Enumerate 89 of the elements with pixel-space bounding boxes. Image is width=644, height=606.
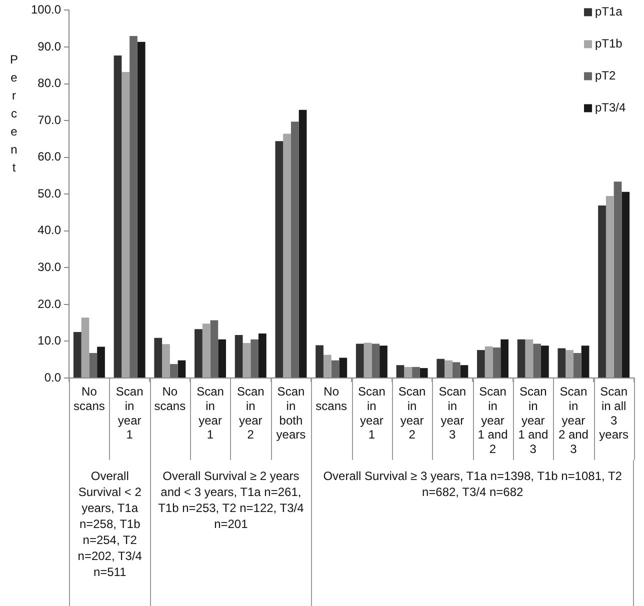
y-tick-label: 90.0 bbox=[38, 39, 62, 54]
bar bbox=[356, 344, 364, 378]
bar bbox=[540, 346, 549, 378]
x-tick-label: Scan in year 1 bbox=[196, 384, 224, 442]
bar bbox=[137, 42, 146, 378]
bar bbox=[154, 338, 162, 378]
bar bbox=[484, 346, 493, 378]
bar bbox=[525, 339, 534, 378]
text: Overall Survival ≥ 2 years and < 3 years, T1a n=261, T1b n=253, T2 n=122, T3/4 n=201 bbox=[150, 460, 312, 606]
y-tick-label: 50.0 bbox=[38, 186, 62, 200]
bar bbox=[452, 362, 460, 378]
y-tick-label: 40.0 bbox=[38, 223, 62, 238]
bar bbox=[396, 365, 404, 378]
bar bbox=[372, 344, 380, 378]
bar bbox=[234, 334, 243, 378]
bar bbox=[606, 196, 614, 378]
bar bbox=[477, 350, 485, 378]
bar bbox=[283, 134, 291, 378]
bar bbox=[202, 324, 210, 378]
x-tick-label: Scan in both years bbox=[276, 384, 306, 442]
bar bbox=[97, 346, 105, 378]
bar bbox=[558, 348, 566, 378]
bar bbox=[412, 366, 420, 378]
bar bbox=[404, 366, 412, 378]
bar bbox=[162, 344, 170, 378]
bar bbox=[89, 352, 98, 378]
y-tick-label: 30.0 bbox=[38, 260, 62, 274]
y-tick-label: 20.0 bbox=[38, 296, 62, 311]
bar bbox=[566, 350, 574, 378]
bar bbox=[275, 141, 284, 378]
bar bbox=[533, 344, 541, 378]
bar bbox=[114, 55, 122, 378]
legend-label: pT1a bbox=[595, 4, 623, 19]
x-tick-label: Scan in year 1 bbox=[116, 384, 144, 442]
bar bbox=[323, 354, 332, 378]
y-tick-label: 70.0 bbox=[38, 112, 62, 127]
x-tick-label: Scan in year 1 and 3 bbox=[518, 384, 548, 456]
bar bbox=[573, 352, 582, 378]
bar bbox=[598, 206, 606, 378]
legend-label: pT1b bbox=[595, 36, 623, 51]
text: Overall Survival < 2 years, T1a n=258, T1b n=254, T2 n=202, T3/4 n=511 bbox=[69, 460, 150, 606]
legend-label: pT2 bbox=[595, 68, 616, 83]
bar bbox=[210, 320, 218, 378]
bar bbox=[81, 318, 90, 378]
bar bbox=[316, 345, 324, 378]
y-tick-label: 100.0 bbox=[31, 2, 62, 17]
x-tick-label: Scan in year 3 bbox=[438, 384, 466, 442]
x-tick-label: No scans bbox=[74, 384, 105, 413]
bar bbox=[130, 36, 138, 378]
x-tick-label: Scan in year 1 and 2 bbox=[478, 384, 508, 456]
bar bbox=[298, 110, 307, 378]
bar bbox=[380, 346, 388, 378]
y-tick-label: 0.0 bbox=[44, 370, 62, 384]
bar bbox=[258, 333, 266, 378]
bar bbox=[364, 342, 372, 378]
bar bbox=[420, 368, 428, 378]
bar bbox=[622, 192, 630, 378]
x-tick-label: No scans bbox=[154, 384, 186, 413]
bar bbox=[500, 339, 508, 378]
y-tick-label: 60.0 bbox=[38, 150, 62, 164]
x-tick-label: Scan in year 2 bbox=[398, 384, 426, 442]
bar bbox=[218, 339, 226, 378]
bar bbox=[460, 365, 468, 378]
legend-label: pT3/4 bbox=[595, 100, 626, 115]
bar bbox=[170, 364, 178, 378]
x-tick-label: No scans bbox=[316, 384, 348, 413]
bar bbox=[250, 339, 258, 378]
bar bbox=[436, 358, 445, 378]
bar bbox=[339, 358, 348, 378]
bar bbox=[517, 339, 526, 378]
y-axis-title: Percent bbox=[10, 52, 18, 174]
x-tick-label: Scan in all 3 years bbox=[599, 384, 628, 442]
bar bbox=[581, 346, 590, 378]
bar bbox=[242, 343, 251, 378]
bar bbox=[73, 332, 82, 378]
x-tick-label: Scan in year 2 and 3 bbox=[558, 384, 588, 456]
x-tick-label: Scan in year 1 bbox=[358, 384, 386, 442]
bar bbox=[614, 182, 622, 378]
y-tick-label: 80.0 bbox=[38, 76, 62, 90]
bar bbox=[444, 360, 452, 378]
bar bbox=[331, 360, 340, 378]
bar bbox=[194, 329, 202, 378]
bar bbox=[290, 122, 299, 378]
y-tick-label: 10.0 bbox=[38, 334, 62, 348]
text: Overall Survival ≥ 3 years, T1a n=1398, T1b n=1081, T2 n=682, T3/4 n=682 bbox=[311, 460, 634, 606]
bar bbox=[492, 347, 501, 378]
x-tick-label: Scan in year 2 bbox=[236, 384, 264, 442]
bar bbox=[178, 360, 186, 378]
bar bbox=[122, 72, 130, 378]
